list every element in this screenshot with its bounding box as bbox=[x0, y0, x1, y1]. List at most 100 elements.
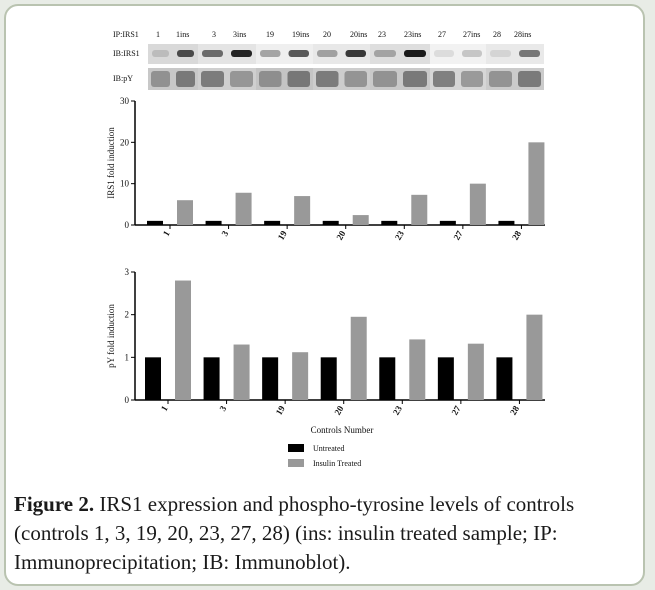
x-tick-label: 23 bbox=[393, 229, 406, 242]
y-tick-label: 10 bbox=[120, 179, 130, 189]
chart1-marks: 0 10 20 30 1 3 19 20 23 27 28 bbox=[120, 96, 545, 242]
x-tick-label: 28 bbox=[510, 229, 523, 242]
blot-irs1-band bbox=[345, 50, 366, 57]
blot-irs1-band bbox=[260, 50, 281, 57]
blot-irs1-band bbox=[462, 50, 482, 57]
blot-lane-labels: 1 1ins 3 3ins 19 19ins 20 20ins 23 23ins 27 27ins 28… bbox=[156, 30, 531, 39]
blot-lane-label: 3 bbox=[212, 30, 216, 39]
bar-insulin-treated bbox=[352, 215, 369, 225]
bar-untreated bbox=[262, 357, 279, 400]
blot-irs1-segment bbox=[198, 44, 256, 64]
legend-swatch-untreated bbox=[288, 444, 304, 452]
legend-label-untreated: Untreated bbox=[313, 444, 345, 453]
x-tick-label: 20 bbox=[332, 404, 345, 417]
bar-insulin-treated bbox=[175, 280, 191, 400]
legend-swatch-insulin bbox=[288, 459, 304, 467]
x-tick-label: 20 bbox=[334, 229, 347, 242]
blot-lane-label: 28ins bbox=[514, 30, 531, 39]
blot-irs1-segment bbox=[313, 44, 370, 64]
blot-irs1-band bbox=[288, 50, 309, 57]
bar-insulin-treated bbox=[467, 343, 484, 400]
bar-insulin-treated bbox=[411, 194, 428, 225]
blot-ib-irs1-label: IB:IRS1 bbox=[113, 49, 140, 58]
irs1-fold-chart: IRS1 fold induction 0 10 20 30 1 3 19 20 23 27 28 bbox=[106, 96, 545, 242]
blot-py-band bbox=[201, 71, 224, 87]
y-tick-label: 2 bbox=[125, 310, 130, 320]
blot-ip-label: IP:IRS1 bbox=[113, 30, 139, 39]
x-tick-label: 19 bbox=[276, 229, 289, 242]
bar-untreated bbox=[322, 220, 339, 225]
blot-irs1-band bbox=[490, 50, 511, 57]
blot-py-strip bbox=[148, 68, 544, 90]
caption-text: IRS1 expression and phospho-tyrosine lev… bbox=[14, 492, 575, 574]
bar-insulin-treated bbox=[177, 200, 193, 225]
bar-untreated bbox=[203, 357, 220, 400]
blot-py-band bbox=[316, 71, 339, 87]
blot-ib-py-label: IB:pY bbox=[113, 74, 133, 83]
y-tick-label: 20 bbox=[120, 137, 130, 147]
blot-irs1-band bbox=[231, 50, 252, 57]
blot-py-band bbox=[344, 71, 367, 87]
y-tick-label: 1 bbox=[125, 352, 130, 362]
blot-irs1-segment bbox=[256, 44, 313, 64]
blot-lane-label: 27 bbox=[438, 30, 446, 39]
bar-untreated bbox=[437, 357, 454, 400]
chart2-x-axis-label: Controls Number bbox=[311, 425, 374, 435]
y-tick-label: 0 bbox=[125, 395, 130, 405]
blot-py-band bbox=[259, 71, 282, 87]
blot-lane-label: 19ins bbox=[292, 30, 309, 39]
blot-irs1-segment bbox=[148, 44, 198, 64]
x-tick-label: 28 bbox=[508, 404, 521, 417]
x-tick-label: 27 bbox=[449, 404, 462, 417]
bar-untreated bbox=[498, 220, 515, 225]
x-tick-label: 3 bbox=[217, 404, 228, 413]
blot-py-band bbox=[151, 71, 170, 87]
blot-irs1-strip bbox=[148, 44, 544, 64]
blot-py-band bbox=[373, 71, 397, 87]
bar-insulin-treated bbox=[350, 316, 367, 400]
blot-lane-label: 19 bbox=[266, 30, 274, 39]
blot-py-band bbox=[461, 71, 483, 87]
blot-lane-label: 23ins bbox=[404, 30, 421, 39]
chart2-y-axis-label: pY fold induction bbox=[106, 304, 116, 368]
figure-frame bbox=[4, 4, 645, 586]
bar-insulin-treated bbox=[294, 196, 311, 225]
blot-lane-label: 27ins bbox=[463, 30, 480, 39]
blot-lane-label: 1 bbox=[156, 30, 160, 39]
blot-lane-label: 1ins bbox=[176, 30, 189, 39]
y-tick-label: 30 bbox=[120, 96, 130, 106]
x-tick-label: 1 bbox=[159, 404, 170, 413]
blot-py-band bbox=[287, 71, 310, 87]
blot-irs1-segment bbox=[430, 44, 486, 64]
bar-untreated bbox=[205, 220, 222, 225]
blot-irs1-segment bbox=[486, 44, 544, 64]
blot-py-band bbox=[433, 71, 455, 87]
blot-py-band bbox=[230, 71, 253, 87]
y-tick-label: 0 bbox=[125, 220, 130, 230]
legend-label-insulin: Insulin Treated bbox=[313, 459, 361, 468]
bar-untreated bbox=[381, 220, 398, 225]
blot-irs1-segment bbox=[370, 44, 430, 64]
blot-irs1-band bbox=[434, 50, 454, 57]
x-tick-label: 3 bbox=[219, 229, 230, 238]
bar-insulin-treated bbox=[292, 352, 309, 400]
blot-lane-label: 28 bbox=[493, 30, 501, 39]
western-blot: IP:IRS1 IB:IRS1 IB:pY 1 1ins 3 3ins 19 19ins 2… bbox=[113, 30, 544, 90]
chart1-y-axis-label: IRS1 fold induction bbox=[106, 127, 116, 199]
y-tick-label: 3 bbox=[125, 267, 130, 277]
x-tick-label: 1 bbox=[161, 229, 172, 238]
blot-irs1-band bbox=[202, 50, 223, 57]
x-tick-label: 23 bbox=[391, 404, 404, 417]
bar-untreated bbox=[320, 357, 337, 400]
legend: Untreated Insulin Treated bbox=[288, 444, 361, 468]
bar-insulin-treated bbox=[409, 339, 426, 400]
blot-lane-label: 20 bbox=[323, 30, 331, 39]
blot-irs1-band bbox=[404, 50, 426, 57]
bar-insulin-treated bbox=[526, 314, 543, 400]
blot-lane-label: 23 bbox=[378, 30, 386, 39]
blot-py-band bbox=[176, 71, 195, 87]
blot-irs1-band bbox=[374, 50, 396, 57]
